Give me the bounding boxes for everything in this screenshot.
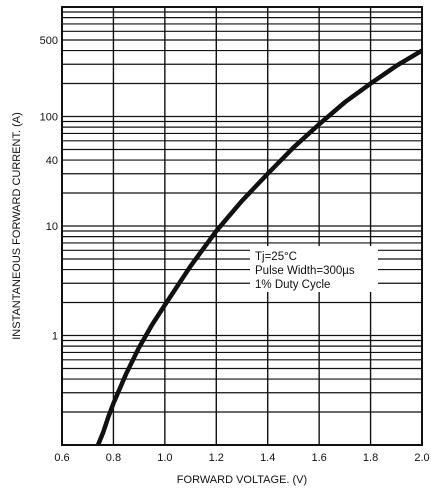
curve-layer	[95, 48, 424, 446]
grid	[61, 6, 423, 445]
annotation-box: Tj=25°C Pulse Width=300µs 1% Duty Cycle	[250, 246, 378, 292]
y-tick-label: 40	[46, 155, 58, 167]
x-tick-label: 1.8	[363, 452, 378, 464]
y-tick-label: 100	[40, 112, 58, 124]
y-tick-label: 500	[40, 35, 58, 47]
x-tick-label: 2.0	[414, 452, 429, 464]
y-tick-label: 10	[46, 221, 58, 233]
plot-frame	[61, 6, 423, 446]
x-tick-label: 1.4	[260, 452, 275, 464]
x-tick-label: 0.6	[54, 452, 69, 464]
annotation-line-1: Tj=25°C	[255, 251, 297, 263]
x-tick-label: 1.2	[209, 452, 224, 464]
y-tick-label: 1	[52, 331, 58, 343]
x-tick-label: 1.6	[311, 452, 326, 464]
annotation-line-3: 1% Duty Cycle	[255, 279, 330, 291]
forward-current-curve	[95, 48, 424, 446]
y-axis-title: INSTANTANEOUS FORWARD CURRENT. (A)	[11, 112, 23, 340]
x-axis-title: FORWARD VOLTAGE. (V)	[177, 474, 307, 486]
annotation-background	[250, 246, 378, 292]
x-tick-label: 0.8	[106, 452, 121, 464]
x-tick-label: 1.0	[157, 452, 172, 464]
annotation-line-2: Pulse Width=300µs	[255, 265, 355, 277]
tick-labels: 0.6 0.8 1.0 1.2 1.4 1.6 1.8 2.0 1 10 40 100 500	[40, 35, 430, 464]
plot-border	[61, 6, 423, 446]
